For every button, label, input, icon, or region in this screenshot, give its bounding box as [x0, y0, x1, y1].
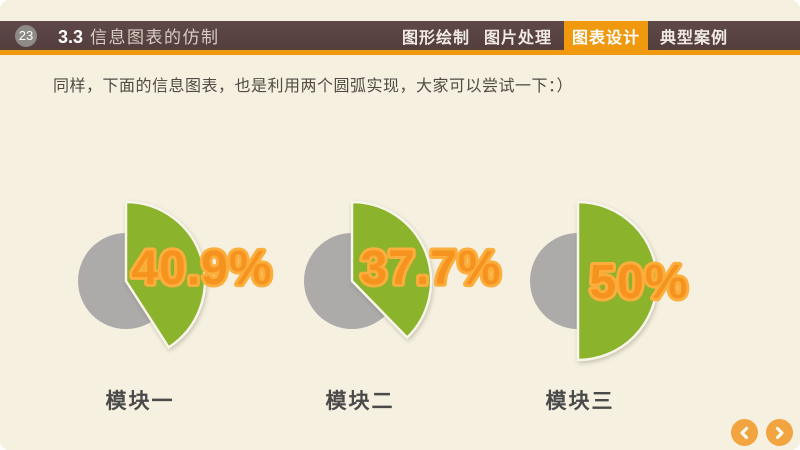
tab-typical-cases[interactable]: 典型案例 [653, 21, 735, 50]
chevron-left-icon [740, 426, 749, 439]
percentage-value: 50% [589, 256, 688, 309]
pie-chart-2: 37.7% [304, 200, 504, 340]
pie-slice [576, 200, 659, 362]
page-number-badge: 23 [15, 24, 37, 47]
header-bar: 23 3.3 信息图表的仿制 图形绘制 图片处理 图表设计 典型案例 [0, 21, 800, 50]
pie-figure-module-1: 40.9% [26, 181, 286, 381]
percentage-value: 40.9% [131, 242, 272, 295]
accent-divider [0, 50, 800, 55]
chart-label-module-1: 模块一 [105, 390, 175, 413]
pie-slice [350, 200, 433, 340]
pie-figure-module-2: 37.7% [252, 181, 512, 381]
instruction-text: 同样，下面的信息图表，也是利用两个圆弧实现，大家可以尝试一下：） [53, 78, 574, 95]
header-nav-tabs: 图形绘制 图片处理 图表设计 典型案例 [395, 21, 735, 50]
tab-image-processing[interactable]: 图片处理 [477, 21, 559, 50]
chevron-right-icon [775, 426, 784, 439]
pager-next-button[interactable] [766, 419, 793, 446]
pie-slice [124, 200, 207, 350]
pie-chart-3: 50% [530, 200, 691, 362]
pie-figure-module-3: 50% [478, 181, 738, 381]
slide-title: 3.3 信息图表的仿制 [58, 23, 220, 48]
page-number: 23 [18, 28, 34, 43]
pager-prev-button[interactable] [731, 419, 758, 446]
pie-chart-1: 40.9% [78, 200, 275, 350]
section-title: 信息图表的仿制 [90, 28, 220, 47]
tab-graphic-drawing[interactable]: 图形绘制 [395, 21, 477, 50]
section-number: 3.3 [58, 27, 84, 47]
percentage-value: 37.7% [360, 242, 501, 295]
chart-label-module-2: 模块二 [325, 390, 395, 413]
tab-chart-design[interactable]: 图表设计 [563, 21, 648, 50]
chart-label-module-3: 模块三 [545, 390, 615, 413]
